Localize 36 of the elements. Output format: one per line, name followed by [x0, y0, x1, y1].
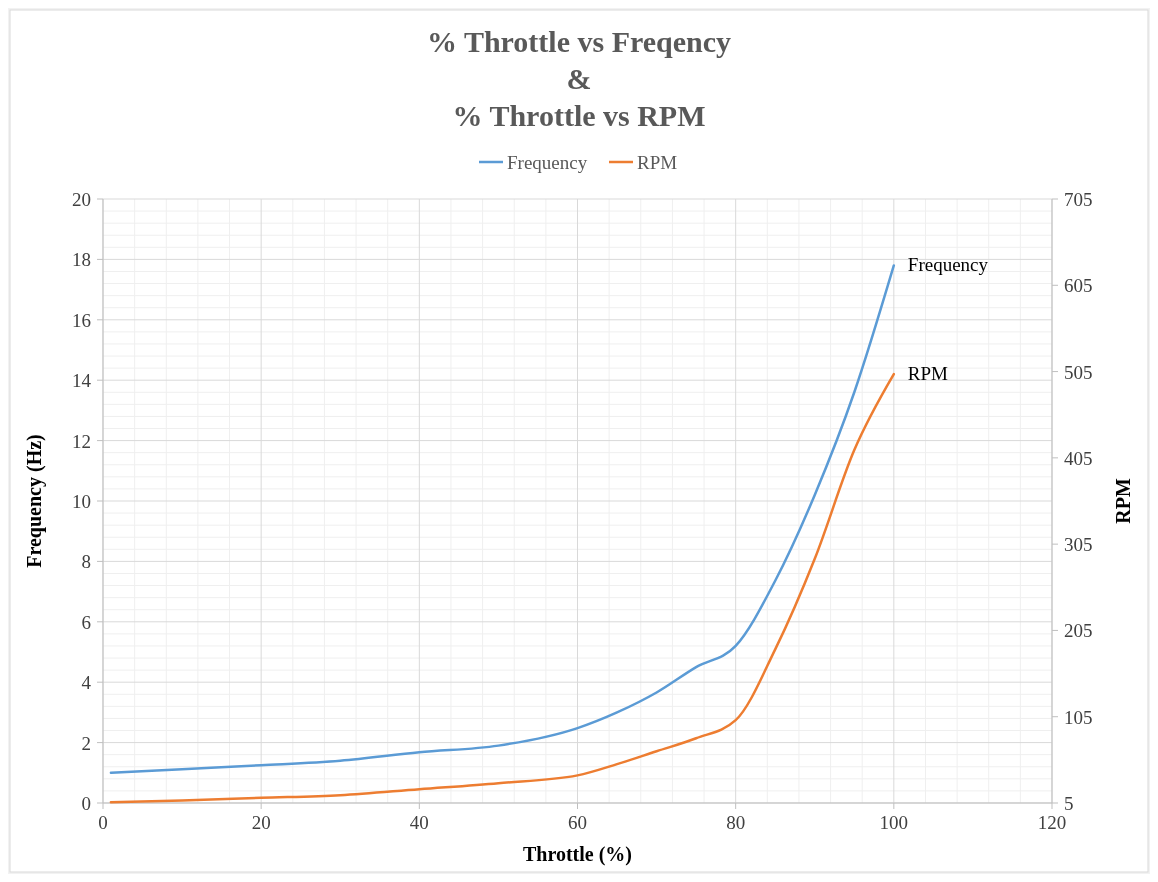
y2-tick-label: 5 — [1064, 793, 1074, 814]
x-tick-label: 60 — [568, 812, 587, 833]
legend-label: Frequency — [507, 152, 588, 173]
y-tick-label: 8 — [81, 551, 91, 573]
x-tick-label: 100 — [879, 812, 909, 833]
x-tick-label: 80 — [726, 812, 746, 833]
x-tick-label: 40 — [409, 812, 429, 833]
text: RPM — [907, 363, 948, 385]
y2-tick-label: 205 — [1064, 620, 1093, 642]
y-tick-label: 18 — [72, 249, 91, 271]
x-tick-label: 120 — [1037, 812, 1067, 833]
y-tick-label: 20 — [72, 189, 91, 210]
y2-tick-label: 705 — [1064, 189, 1093, 210]
y2-tick-label: 305 — [1064, 534, 1093, 556]
chart-title: % Throttle vs Freqency & % Throttle vs RPM — [426, 25, 732, 132]
x-tick-label: 0 — [98, 812, 108, 833]
y2-tick-label: 105 — [1064, 706, 1093, 728]
y2-tick-label: 605 — [1064, 275, 1093, 297]
x-tick-label: 20 — [251, 812, 271, 833]
text: Frequency — [907, 254, 989, 276]
line-series — [109, 372, 896, 804]
y-tick-label: 12 — [72, 430, 91, 452]
y-tick-label: 16 — [72, 309, 91, 331]
y2-axis-title: RPM — [1112, 478, 1134, 524]
y2-tick-label: 405 — [1064, 447, 1093, 469]
y-tick-label: 14 — [72, 370, 92, 392]
legend-label: RPM — [637, 152, 678, 173]
y2-tick-label: 505 — [1064, 361, 1093, 383]
y-tick-label: 2 — [81, 732, 91, 754]
y-axis-title: Frequency (Hz) — [23, 434, 46, 568]
line-series — [109, 264, 896, 775]
y-tick-label: 4 — [81, 672, 92, 694]
y-tick-label: 6 — [81, 611, 91, 633]
y-tick-label: 10 — [72, 491, 91, 512]
y-tick-label: 0 — [81, 793, 91, 814]
x-axis-title: Throttle (%) — [522, 843, 633, 866]
